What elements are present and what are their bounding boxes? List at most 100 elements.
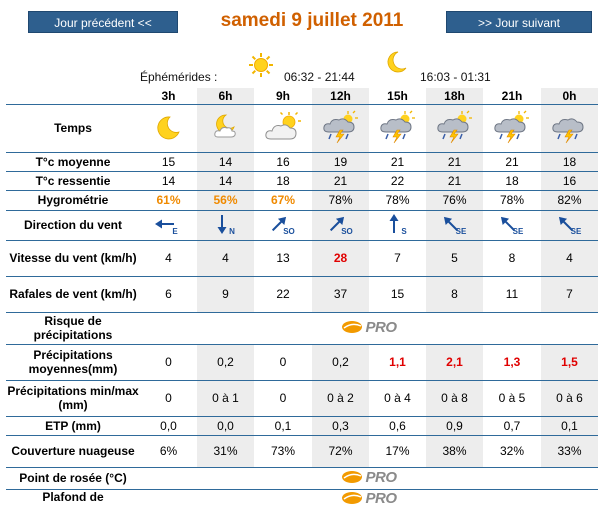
pro-logo-icon — [342, 492, 363, 504]
weather-cell — [254, 104, 312, 153]
value-cell: 61% — [140, 190, 197, 211]
row-label: Temps — [6, 104, 140, 153]
value-cell: 0 à 8 — [426, 380, 483, 417]
value-cell: 21 — [426, 152, 483, 172]
weather-row: Temps — [6, 104, 598, 153]
value-cell: 0,0 — [140, 416, 197, 436]
pro-label: PRO — [365, 318, 397, 336]
pro-badge[interactable]: PRO — [341, 469, 397, 486]
value-cell: 0 — [254, 380, 312, 417]
value-cell: 18 — [541, 152, 598, 172]
pro-label: PRO — [365, 489, 397, 507]
value-cell: 33% — [541, 435, 598, 468]
value-cell: 4 — [541, 240, 598, 277]
value-cell: 73% — [254, 435, 312, 468]
hour-header: 0h — [541, 88, 598, 105]
value-cell: 16 — [541, 171, 598, 191]
value-cell: 0 — [140, 344, 197, 381]
sun-times: 06:32 - 21:44 — [284, 70, 355, 84]
wind-dir-cell: SO — [312, 210, 369, 241]
value-cell: 0,2 — [197, 344, 254, 381]
date-title: samedi 9 juillet 2011 — [220, 10, 404, 31]
value-cell: 0,3 — [312, 416, 369, 436]
sun-cloud-icon — [265, 111, 301, 139]
wind-direction-label: E — [172, 227, 178, 236]
value-cell: 16 — [254, 152, 312, 172]
wind-direction-label: SE — [513, 227, 524, 236]
value-cell: 0,0 — [197, 416, 254, 436]
moon-icon — [387, 51, 407, 73]
value-cell: 56% — [197, 190, 254, 211]
value-cell: 0 à 4 — [369, 380, 426, 417]
value-cell: 28 — [312, 240, 369, 277]
wind-direction-label: SE — [570, 227, 581, 236]
wind-dir-cell: SE — [426, 210, 483, 241]
value-cell: 11 — [483, 276, 541, 313]
pro-badge[interactable]: PRO — [341, 489, 397, 507]
forecast-table: 3h 6h 9h 12h 15h 18h 21h 0h Temps — [6, 88, 598, 513]
weather-cell — [312, 104, 369, 153]
value-cell: 37 — [312, 276, 369, 313]
thunderstorm-icon — [436, 110, 472, 143]
ceiling-row: Plafond de PRO — [6, 489, 598, 513]
ephemeris-label: Éphémérides : — [140, 70, 218, 84]
row-label: Précipitations min/max (mm) — [6, 380, 140, 417]
row-label: Rafales de vent (km/h) — [6, 276, 140, 313]
hour-header: 18h — [426, 88, 483, 105]
value-cell: 8 — [483, 240, 541, 277]
etp-row: ETP (mm) 0,0 0,0 0,1 0,3 0,6 0,9 0,7 0,1 — [6, 416, 598, 436]
weather-cell — [369, 104, 426, 153]
value-cell: 21 — [312, 171, 369, 191]
value-cell: 4 — [197, 240, 254, 277]
row-label: Point de rosée (°C) — [6, 467, 140, 490]
precip-minmax-row: Précipitations min/max (mm) 0 0 à 1 0 0 … — [6, 380, 598, 417]
weather-cell — [483, 104, 541, 153]
pro-cell[interactable]: PRO — [140, 312, 598, 345]
value-cell: 7 — [541, 276, 598, 313]
value-cell: 0 à 5 — [483, 380, 541, 417]
value-cell: 76% — [426, 190, 483, 211]
value-cell: 8 — [426, 276, 483, 313]
precip-avg-row: Précipitations moyennes(mm) 0 0,2 0 0,2 … — [6, 344, 598, 381]
thunderstorm-icon — [379, 110, 415, 143]
value-cell: 14 — [197, 152, 254, 172]
weather-cell — [541, 104, 598, 153]
value-cell: 21 — [483, 152, 541, 172]
pro-cell[interactable]: PRO — [140, 489, 598, 513]
wind-direction-label: SE — [455, 227, 466, 236]
value-cell: 78% — [312, 190, 369, 211]
previous-day-button[interactable]: Jour précédent << — [28, 11, 178, 33]
row-label: Couverture nuageuse — [6, 435, 140, 468]
value-cell: 5 — [426, 240, 483, 277]
row-label: Vitesse du vent (km/h) — [6, 240, 140, 277]
hour-header: 6h — [197, 88, 254, 105]
value-cell: 78% — [369, 190, 426, 211]
value-cell: 0,2 — [312, 344, 369, 381]
thunderstorm-icon — [322, 110, 358, 143]
value-cell: 6 — [140, 276, 197, 313]
wind-direction-label: N — [229, 227, 235, 236]
pro-badge[interactable]: PRO — [341, 318, 397, 336]
precip-risk-row: Risque de précipitations PRO — [6, 312, 598, 345]
feels-like-row: T°c ressentie 14 14 18 21 22 21 18 16 — [6, 171, 598, 191]
wind-dir-cell: S — [369, 210, 426, 241]
value-cell: 22 — [254, 276, 312, 313]
value-cell: 13 — [254, 240, 312, 277]
wind-arrow-icon: SE — [558, 216, 582, 236]
moon-times: 16:03 - 01:31 — [420, 70, 491, 84]
value-cell: 67% — [254, 190, 312, 211]
moon-cloud-icon — [213, 114, 236, 137]
next-day-button[interactable]: >> Jour suivant — [446, 11, 592, 33]
value-cell: 17% — [369, 435, 426, 468]
wind-arrow-icon: SO — [329, 216, 352, 236]
hours-row: 3h 6h 9h 12h 15h 18h 21h 0h — [6, 88, 598, 105]
wind-dir-cell: N — [197, 210, 254, 241]
pro-cell[interactable]: PRO — [140, 467, 598, 490]
value-cell: 0 à 6 — [541, 380, 598, 417]
value-cell: 4 — [140, 240, 197, 277]
value-cell: 0,1 — [254, 416, 312, 436]
row-label: T°c moyenne — [6, 152, 140, 172]
hour-header: 3h — [140, 88, 197, 105]
row-label: T°c ressentie — [6, 171, 140, 191]
wind-arrow-icon: S — [389, 213, 407, 236]
